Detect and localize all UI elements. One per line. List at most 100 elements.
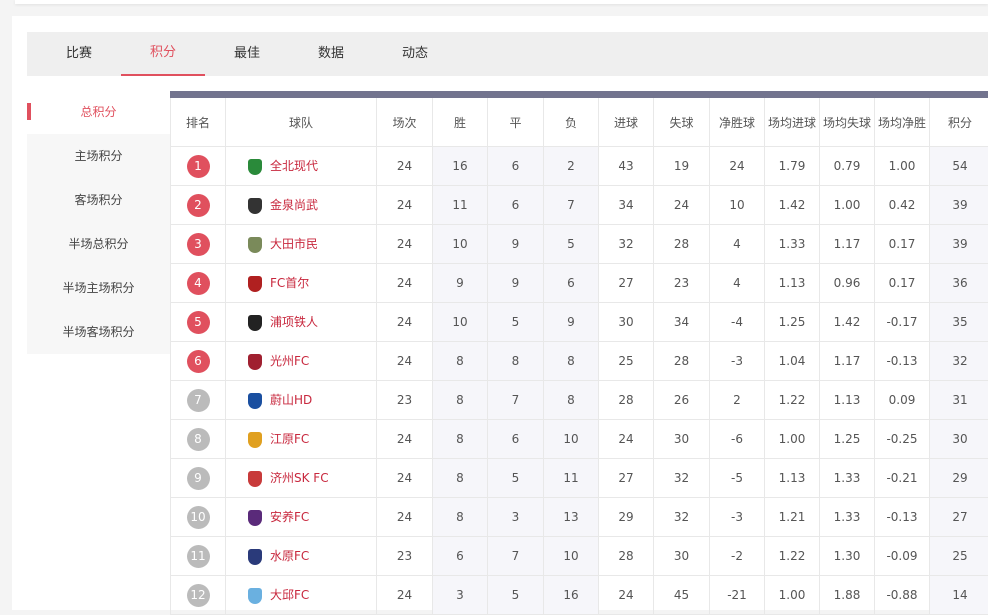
- cell-平: 9: [488, 225, 544, 264]
- team-name[interactable]: 全北现代: [270, 159, 318, 173]
- cell-排名: 11: [171, 537, 226, 576]
- cell-进球: 27: [599, 459, 654, 498]
- cell-场均进球: 1.22: [765, 381, 820, 420]
- tab-0[interactable]: 比赛: [37, 32, 121, 76]
- cell-平: 9: [488, 264, 544, 303]
- team-link[interactable]: 全北现代: [226, 147, 377, 186]
- team-name[interactable]: 大田市民: [270, 237, 318, 251]
- team-logo-icon: [248, 198, 262, 214]
- team-logo-icon: [248, 510, 262, 526]
- cell-失球: 28: [654, 342, 710, 381]
- side-menu-item[interactable]: 总积分: [27, 90, 170, 134]
- cell-场均进球: 1.04: [765, 342, 820, 381]
- team-link[interactable]: 大邱FC: [226, 576, 377, 615]
- team-name[interactable]: 光州FC: [270, 354, 309, 368]
- tab-4[interactable]: 动态: [373, 32, 457, 76]
- cell-场次: 24: [377, 342, 433, 381]
- team-link[interactable]: 光州FC: [226, 342, 377, 381]
- cell-净胜球: -21: [710, 576, 765, 615]
- team-logo-icon: [248, 237, 262, 253]
- tab-3[interactable]: 数据: [289, 32, 373, 76]
- team-link[interactable]: 金泉尚武: [226, 186, 377, 225]
- tab-2[interactable]: 最佳: [205, 32, 289, 76]
- cell-进球: 24: [599, 420, 654, 459]
- cell-场次: 24: [377, 147, 433, 186]
- team-name[interactable]: 安养FC: [270, 510, 309, 524]
- rank-badge: 9: [187, 467, 210, 490]
- table-header-row: 排名球队场次胜平负进球失球净胜球场均进球场均失球场均净胜积分: [171, 95, 988, 147]
- cell-净胜球: 4: [710, 225, 765, 264]
- team-name[interactable]: 浦项铁人: [270, 315, 318, 329]
- team-link[interactable]: 江原FC: [226, 420, 377, 459]
- team-name[interactable]: 大邱FC: [270, 588, 309, 602]
- cell-失球: 32: [654, 459, 710, 498]
- rank-badge: 6: [187, 350, 210, 373]
- cell-平: 7: [488, 381, 544, 420]
- cell-净胜球: -3: [710, 498, 765, 537]
- team-link[interactable]: FC首尔: [226, 264, 377, 303]
- cell-场均净胜: -0.13: [875, 342, 930, 381]
- cell-场次: 24: [377, 264, 433, 303]
- rank-badge: 12: [187, 584, 210, 607]
- cell-负: 13: [544, 498, 599, 537]
- rank-badge: 1: [187, 155, 210, 178]
- top-bar: [15, 0, 988, 4]
- cell-净胜球: -5: [710, 459, 765, 498]
- team-logo-icon: [248, 432, 262, 448]
- rank-badge: 3: [187, 233, 210, 256]
- side-menu-item[interactable]: 半场主场积分: [27, 266, 170, 310]
- team-name[interactable]: 金泉尚武: [270, 198, 318, 212]
- side-menu-item[interactable]: 半场总积分: [27, 222, 170, 266]
- team-name[interactable]: FC首尔: [270, 276, 309, 290]
- cell-胜: 8: [433, 342, 488, 381]
- cell-场均失球: 0.79: [820, 147, 875, 186]
- cell-场均净胜: 0.17: [875, 264, 930, 303]
- cell-场均净胜: 0.17: [875, 225, 930, 264]
- column-header: 场均失球: [820, 95, 875, 147]
- side-menu-item[interactable]: 主场积分: [27, 134, 170, 178]
- team-name[interactable]: 江原FC: [270, 432, 309, 446]
- cell-进球: 34: [599, 186, 654, 225]
- team-link[interactable]: 水原FC: [226, 537, 377, 576]
- cell-失球: 32: [654, 498, 710, 537]
- team-link[interactable]: 蔚山HD: [226, 381, 377, 420]
- cell-场均净胜: -0.88: [875, 576, 930, 615]
- cell-积分: 54: [930, 147, 988, 186]
- cell-场均失球: 1.17: [820, 342, 875, 381]
- column-header: 球队: [226, 95, 377, 147]
- team-name[interactable]: 水原FC: [270, 549, 309, 563]
- cell-排名: 5: [171, 303, 226, 342]
- cell-胜: 8: [433, 420, 488, 459]
- cell-场均净胜: 0.09: [875, 381, 930, 420]
- cell-进球: 32: [599, 225, 654, 264]
- side-menu-item[interactable]: 半场客场积分: [27, 310, 170, 354]
- team-name[interactable]: 蔚山HD: [270, 393, 312, 407]
- team-link[interactable]: 大田市民: [226, 225, 377, 264]
- team-link[interactable]: 浦项铁人: [226, 303, 377, 342]
- team-name[interactable]: 济州SK FC: [270, 471, 329, 485]
- cell-排名: 4: [171, 264, 226, 303]
- team-logo-icon: [248, 471, 262, 487]
- team-link[interactable]: 安养FC: [226, 498, 377, 537]
- column-header: 进球: [599, 95, 654, 147]
- cell-场均进球: 1.00: [765, 576, 820, 615]
- team-link[interactable]: 济州SK FC: [226, 459, 377, 498]
- side-menu-item[interactable]: 客场积分: [27, 178, 170, 222]
- tab-1[interactable]: 积分: [121, 32, 205, 76]
- tab-bar: 比赛积分最佳数据动态: [27, 32, 988, 76]
- cell-场均进球: 1.25: [765, 303, 820, 342]
- cell-场次: 24: [377, 459, 433, 498]
